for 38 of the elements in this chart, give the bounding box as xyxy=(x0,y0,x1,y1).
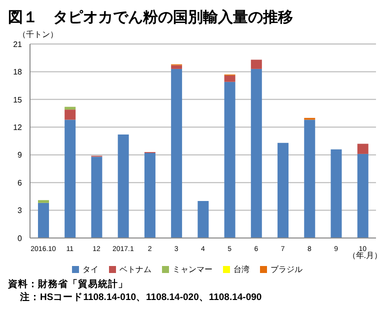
bar xyxy=(171,68,182,238)
y-tick-label: 0 xyxy=(18,234,23,243)
y-tick-label: 12 xyxy=(13,122,23,132)
bar xyxy=(118,134,129,238)
bar xyxy=(250,60,262,69)
bar xyxy=(171,65,182,69)
y-tick-label: 18 xyxy=(13,68,23,77)
legend-label: 台湾 xyxy=(234,265,250,274)
bar xyxy=(91,156,102,238)
y-axis-title: （千トン） xyxy=(18,29,59,40)
bar xyxy=(64,110,76,120)
text: 資料：財務省「貿易統計」 xyxy=(8,278,129,291)
legend-label: タイ xyxy=(82,265,98,274)
legend-label: ミャンマー xyxy=(172,265,212,274)
text: 注：HSコード1108.14-010、1108.14-020、1108.14-090 xyxy=(20,291,263,304)
bar xyxy=(304,120,316,238)
bar xyxy=(64,106,76,110)
y-tick-label: 15 xyxy=(13,95,23,104)
bar xyxy=(278,142,289,238)
bar xyxy=(38,202,49,238)
y-tick-label: 21 xyxy=(13,40,23,49)
chart-title: 図１ タピオカでん粉の国別輸入量の推移 xyxy=(8,8,294,27)
bar xyxy=(38,200,49,203)
y-tick-label: 9 xyxy=(18,150,23,160)
bar xyxy=(64,120,76,238)
bar xyxy=(224,82,236,238)
y-tick-label: 3 xyxy=(18,206,23,216)
bar xyxy=(250,68,262,238)
x-axis-title: （年.月） xyxy=(348,251,382,260)
bar xyxy=(144,153,156,238)
bar xyxy=(198,201,209,238)
bar xyxy=(224,75,236,82)
bar xyxy=(357,144,368,154)
legend-label: ベトナム xyxy=(120,265,152,274)
bar xyxy=(357,154,368,238)
y-tick-label: 6 xyxy=(18,178,23,188)
bar xyxy=(330,149,342,238)
legend-label: ブラジル xyxy=(270,265,302,274)
